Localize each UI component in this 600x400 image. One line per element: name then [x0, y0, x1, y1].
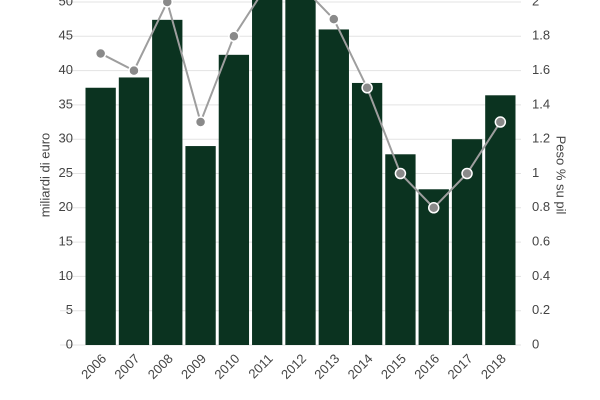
y-tick-label: 15 [59, 234, 73, 249]
line-point [228, 30, 240, 43]
y2-tick-label: 0.8 [532, 199, 550, 214]
y-tick-label: 0 [66, 336, 73, 351]
y-axis-title: miliardi di euro [37, 133, 52, 218]
x-tick-label: 2016 [411, 351, 442, 382]
x-tick-label: 2017 [445, 351, 476, 382]
line-point [161, 0, 174, 8]
y2-tick-label: 0 [532, 336, 539, 351]
x-tick-label: 2015 [378, 351, 409, 382]
x-tick-label: 2012 [278, 351, 309, 382]
x-tick-label: 2010 [211, 351, 242, 382]
line-point [328, 13, 340, 25]
x-tick-label: 2013 [311, 351, 342, 382]
line-point [361, 82, 373, 94]
x-tick-label: 2007 [111, 351, 142, 382]
bar [185, 146, 216, 345]
bar [252, 0, 283, 345]
x-tick-label: 2018 [478, 351, 509, 382]
x-tick-label: 2009 [178, 351, 209, 382]
y-tick-label: 35 [59, 96, 73, 111]
y-tick-label: 10 [59, 268, 73, 283]
x-tick-label: 2006 [78, 351, 109, 382]
bar [351, 82, 383, 345]
bar [285, 0, 316, 346]
y2-tick-label: 1.8 [532, 28, 550, 43]
line-point [194, 116, 207, 128]
y2-tick-label: 1.6 [532, 62, 550, 77]
plot [85, 0, 516, 346]
bar [485, 95, 516, 346]
line-point [394, 167, 407, 180]
line-point [94, 47, 107, 60]
y-tick-label: 20 [59, 199, 73, 214]
bar [418, 189, 449, 345]
bar [318, 29, 349, 345]
bar [152, 19, 183, 346]
x-tick-label: 2008 [145, 351, 176, 382]
x-tick-label: 2014 [345, 351, 376, 382]
y2-tick-label: 0.2 [532, 302, 550, 317]
y2-tick-label: 1 [532, 165, 539, 180]
bar [385, 154, 416, 345]
bar [118, 77, 150, 346]
y2-tick-label: 1.2 [532, 131, 550, 146]
y2-tick-label: 0.6 [532, 234, 550, 249]
line-point [427, 202, 440, 214]
y-tick-label: 40 [59, 62, 73, 77]
line-point [128, 64, 140, 77]
y2-axis-title: Peso % su pil [554, 136, 569, 215]
line-point [494, 116, 507, 128]
bar [218, 54, 250, 346]
y-tick-label: 25 [59, 165, 73, 180]
y-tick-label: 50 [59, 0, 73, 8]
y-tick-label: 30 [59, 131, 73, 146]
y2-tick-label: 0.4 [532, 268, 550, 283]
line-point [461, 167, 473, 180]
y2-tick-label: 2 [532, 0, 539, 8]
x-tick-label: 2011 [245, 351, 275, 381]
y-tick-label: 45 [59, 28, 73, 43]
y2-tick-label: 1.4 [532, 96, 550, 111]
bar [85, 87, 116, 345]
y-tick-label: 5 [66, 302, 73, 317]
